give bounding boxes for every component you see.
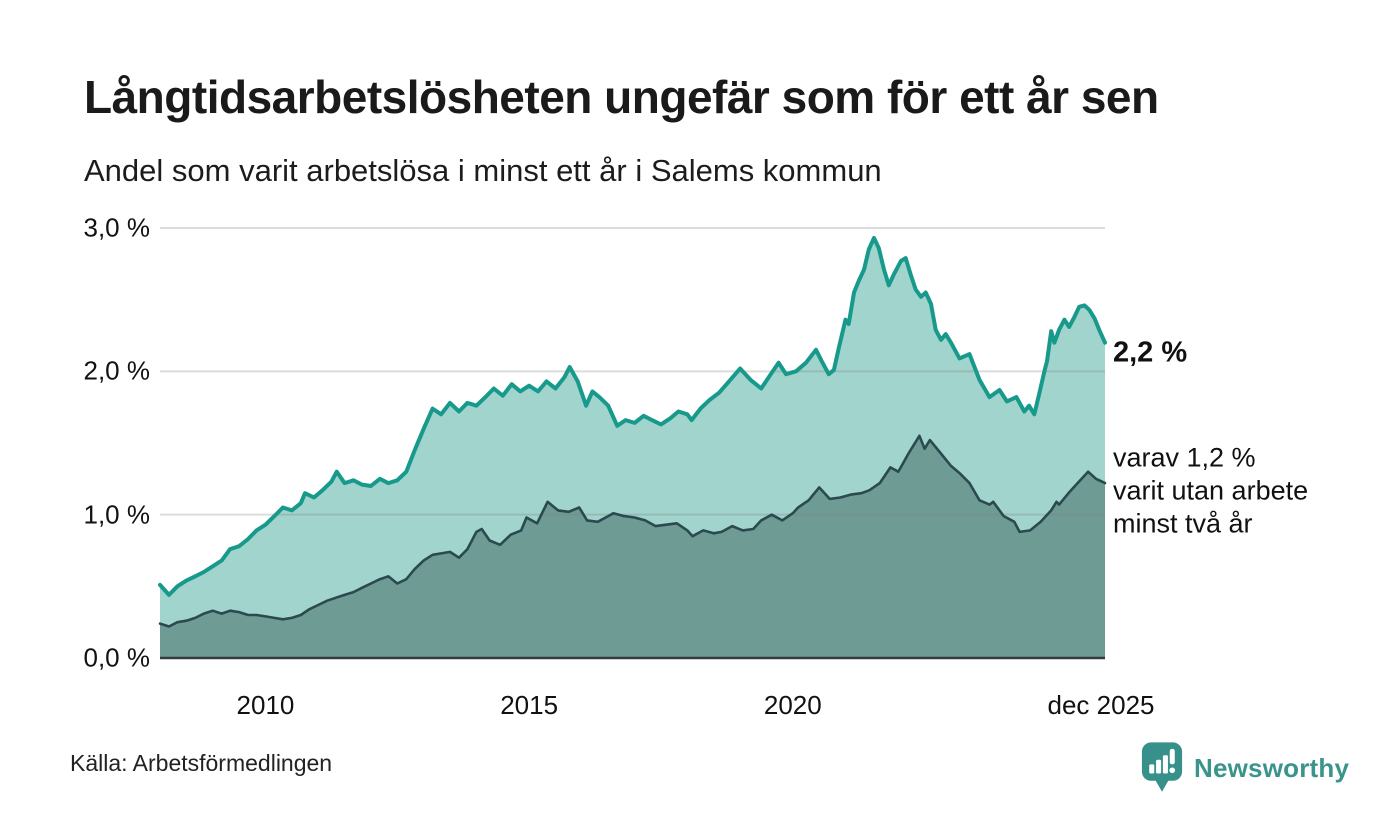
line-series-minst-ett-ar (158, 236, 1107, 597)
page-subtitle: Andel som varit arbetslösa i minst ett å… (84, 153, 882, 188)
line-series-minst-tva-ar (158, 434, 1107, 628)
newsworthy-logo: Newsworthy (1141, 740, 1349, 796)
newsworthy-logo-text: Newsworthy (1194, 752, 1350, 783)
annotation-line: varav 1,2 % (1113, 442, 1256, 473)
x-tick-label: 2015 (500, 690, 559, 720)
page-title: Långtidsarbetslösheten ungefär som för e… (84, 71, 1159, 123)
area-fills (160, 238, 1105, 658)
source-note: Källa: Arbetsförmedlingen (70, 750, 333, 776)
annotation-line: minst två år (1113, 508, 1253, 539)
y-tick-label: 3,0 % (83, 212, 151, 243)
y-tick-label: 0,0 % (83, 642, 151, 673)
x-tick-label: 2020 (763, 690, 822, 720)
x-tick-label: 2010 (236, 690, 295, 720)
x-tick-label: dec 2025 (1047, 690, 1155, 720)
annotation-line: varit utan arbete (1113, 475, 1309, 506)
gridlines (160, 227, 1105, 516)
newsworthy-speech-bubble-bar-chart-icon (1141, 742, 1183, 792)
y-tick-label: 1,0 % (83, 499, 151, 530)
y-tick-label: 2,0 % (83, 355, 151, 386)
annotation-latest-value: 2,2 % (1113, 336, 1188, 369)
annotation-two-year-share: varav 1,2 % varit utan arbete minst två … (1113, 442, 1308, 541)
